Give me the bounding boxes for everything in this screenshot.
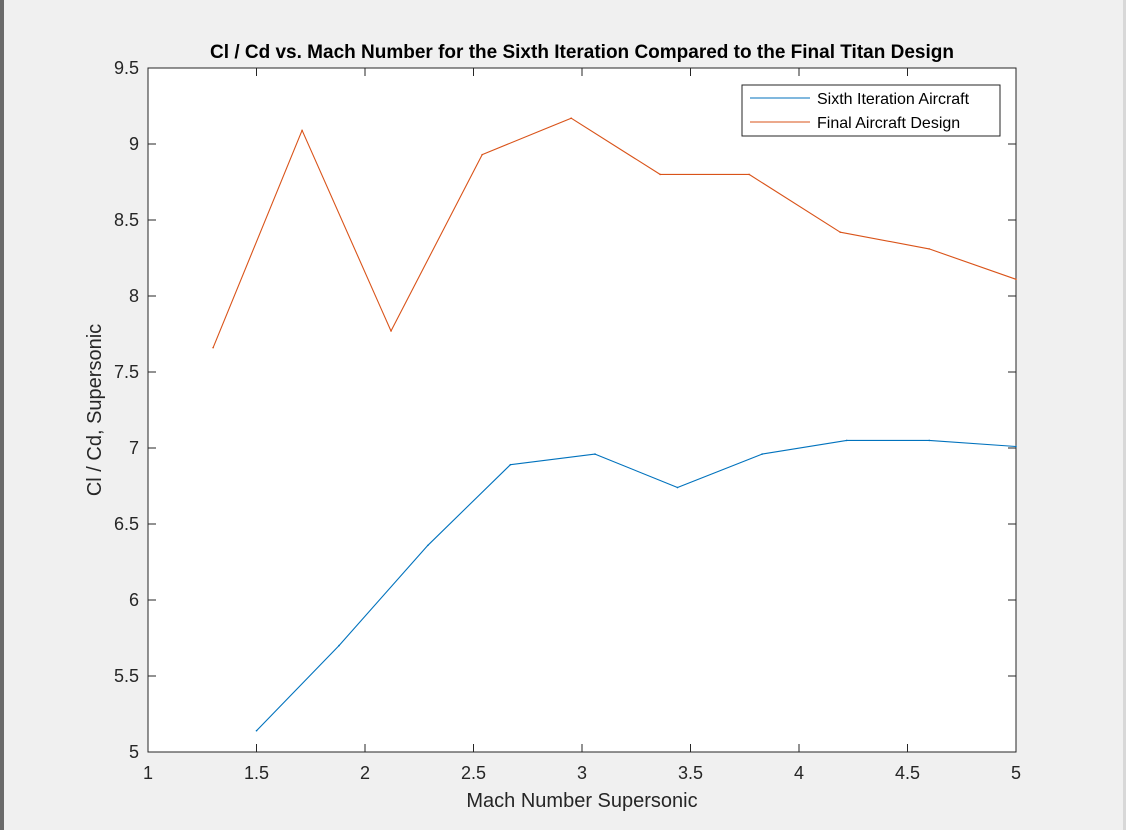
x-tick-label-3: 3 [577,763,587,783]
chart-title: Cl / Cd vs. Mach Number for the Sixth It… [210,42,954,63]
plot-area [147,67,1017,753]
y-tick-label-9: 9 [129,134,139,154]
y-tick-label-5: 5 [129,742,139,762]
x-axis-label: Mach Number Supersonic [466,790,697,812]
y-tick-label-6: 6 [129,590,139,610]
data-point-sixth-iteration-1 [338,644,340,647]
legend-label-sixth-iteration: Sixth Iteration Aircraft [817,91,970,108]
y-tick-label-7: 7 [129,438,139,458]
data-point-final-design-1 [301,129,303,132]
data-point-sixth-iteration-6 [761,453,763,455]
data-point-sixth-iteration-2 [427,544,429,547]
data-point-sixth-iteration-3 [509,463,512,466]
y-axis-label: Cl / Cd, Supersonic [84,324,106,496]
x-tick-label-1: 1 [143,763,153,783]
y-tick-label-7-5: 7.5 [114,362,139,382]
series-line-sixth-iteration [256,439,1017,732]
window-edge-right [1123,0,1126,830]
data-point-sixth-iteration-4 [594,453,596,455]
y-tick-label-8: 8 [129,286,139,306]
x-tick-label-3-5: 3.5 [678,763,703,783]
series-layer [212,117,1017,732]
x-tick-label-2-5: 2.5 [461,763,486,783]
data-point-sixth-iteration-7 [845,439,848,442]
data-point-final-design-7 [839,231,842,233]
data-point-sixth-iteration-5 [676,486,679,489]
data-point-sixth-iteration-0 [255,729,258,732]
legend-box [741,84,1001,137]
data-point-final-design-6 [748,173,750,176]
series-line-final-design [212,117,1017,348]
data-point-final-design-5 [659,173,661,176]
data-point-final-design-8 [928,248,930,250]
data-point-sixth-iteration-9 [1015,445,1017,448]
data-point-final-design-9 [1015,278,1017,281]
y-tick-label-9-5: 9.5 [114,58,139,78]
x-tick-label-4-5: 4.5 [895,763,920,783]
legend: Sixth Iteration Aircraft Final Aircraft … [741,84,1001,137]
data-point-final-design-2 [390,330,392,332]
ticks-layer: 1 1.5 2 2.5 3 3.5 4 4.5 5 5 5.5 6 6.5 7 7.5 8 8.5 9 9.5 [114,58,1021,783]
x-tick-label-5: 5 [1011,763,1021,783]
data-point-sixth-iteration-8 [928,439,930,442]
data-point-final-design-0 [212,346,214,349]
y-tick-label-8-5: 8.5 [114,210,139,230]
data-point-final-design-4 [570,117,572,119]
window-edge-left [0,0,4,830]
y-tick-label-5-5: 5.5 [114,666,139,686]
x-tick-label-1-5: 1.5 [244,763,269,783]
data-point-final-design-3 [481,153,483,156]
legend-label-final-design: Final Aircraft Design [817,115,960,132]
x-tick-label-4: 4 [794,763,804,783]
y-tick-label-6-5: 6.5 [114,514,139,534]
x-tick-label-2: 2 [360,763,370,783]
